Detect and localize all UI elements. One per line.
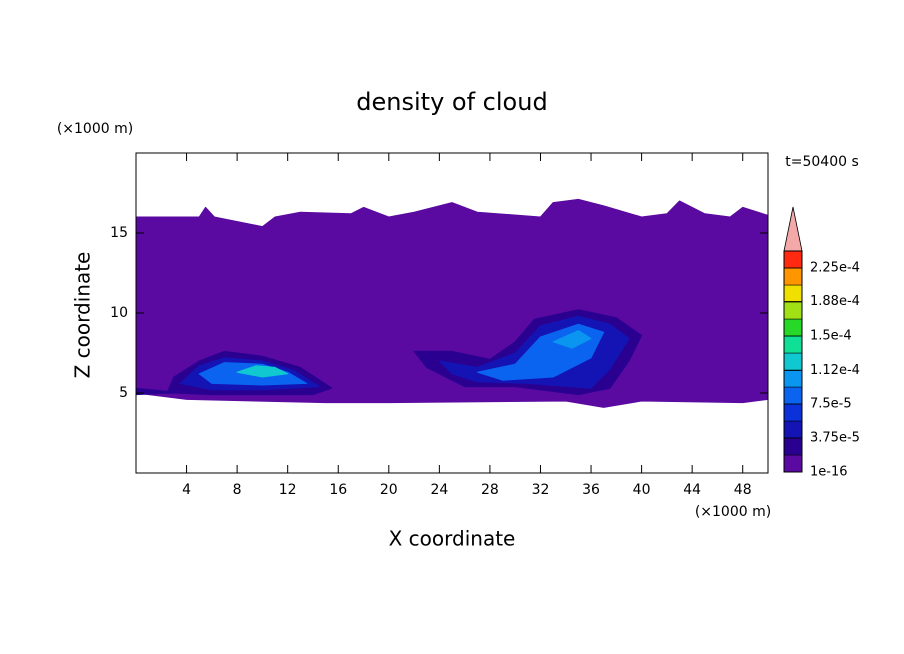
y-tick-label: 15 (110, 225, 128, 241)
colorbar-band (783, 437, 803, 456)
colorbar-tick-label: 1.5e-4 (810, 329, 852, 344)
y-tick-label: 5 (119, 385, 128, 401)
x-tick-label: 4 (182, 482, 191, 498)
x-tick-label: 28 (481, 482, 499, 498)
colorbar-band (783, 250, 803, 269)
colorbar-band (783, 369, 803, 388)
colorbar-band (783, 352, 803, 371)
x-tick-label: 44 (683, 482, 701, 498)
y-unit: (×1000 m) (57, 121, 133, 137)
x-tick-label: 40 (633, 482, 651, 498)
x-tick-label: 12 (279, 482, 297, 498)
time-annotation: t=50400 s (785, 154, 859, 170)
colorbar-band (783, 284, 803, 303)
colorbar-band (783, 318, 803, 337)
colorbar-band (783, 386, 803, 405)
colorbar-band (783, 420, 803, 439)
contour-region (552, 330, 592, 349)
colorbar-band (783, 454, 803, 473)
colorbar-tick-label: 3.75e-5 (810, 431, 860, 446)
colorbar-tick-label: 2.25e-4 (810, 261, 860, 276)
colorbar-band (783, 403, 803, 422)
x-unit: (×1000 m) (695, 504, 771, 520)
x-tick-label: 8 (233, 482, 242, 498)
colorbar-band (783, 301, 803, 320)
y-tick-label: 10 (110, 305, 128, 321)
x-tick-label: 24 (430, 482, 448, 498)
x-tick-label: 32 (532, 482, 550, 498)
colorbar-tick-label: 1.88e-4 (810, 294, 860, 309)
colorbar-band (783, 335, 803, 354)
y-axis-label: Z coordinate (71, 252, 95, 379)
colorbar-tick-label: 1.12e-4 (810, 363, 860, 378)
x-tick-label: 48 (734, 482, 752, 498)
x-tick-label: 16 (329, 482, 347, 498)
colorbar-tick-label: 1e-16 (810, 465, 848, 480)
x-tick-label: 20 (380, 482, 398, 498)
colorbar-tick-label: 7.5e-5 (810, 397, 852, 412)
x-tick-label: 36 (582, 482, 600, 498)
chart-title: density of cloud (356, 88, 547, 116)
x-axis-label: X coordinate (389, 527, 516, 551)
contour-field (135, 198, 769, 408)
colorbar-band (783, 267, 803, 286)
contour-region (236, 365, 289, 378)
